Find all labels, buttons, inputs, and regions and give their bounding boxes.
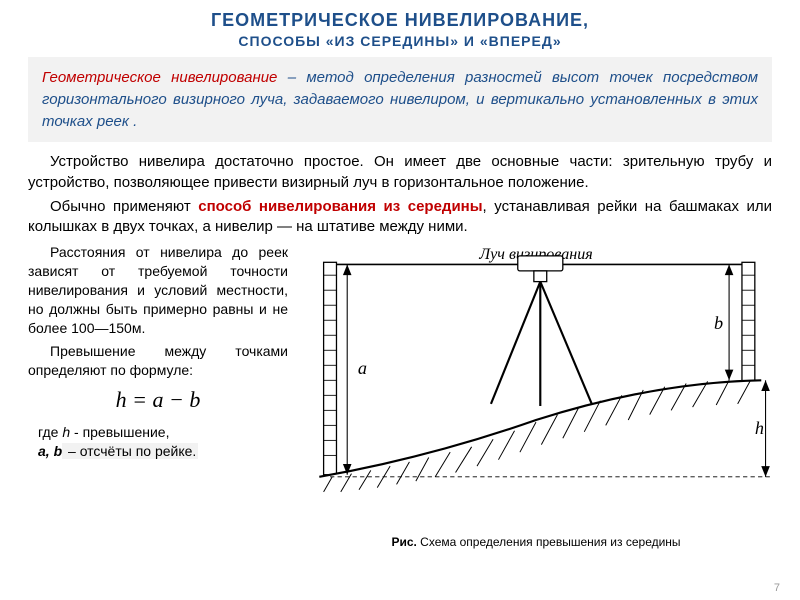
note1-b: - превышение, [70, 424, 169, 440]
intro-definition: Геометрическое нивелирование – метод опр… [28, 57, 772, 142]
caption-text: Схема определения превышения из середины [417, 535, 681, 549]
leveling-diagram: Луч визирования [300, 243, 772, 533]
label-a: a [358, 358, 367, 378]
page-number: 7 [774, 582, 780, 594]
note2-strike: – отсчёты по рейке. [62, 443, 198, 459]
figure-caption: Рис. Схема определения превышения из сер… [300, 535, 772, 549]
left-p1: Расстояния от нивелира до реек зависят о… [28, 243, 288, 337]
note2-i: a, b [38, 443, 62, 459]
page-title-sub: СПОСОБЫ «ИЗ СЕРЕДИНЫ» И «ВПЕРЕД» [28, 33, 772, 49]
body-p2-a: Обычно применяют [50, 198, 198, 215]
left-p2: Превышение между точками определяют по ф… [28, 342, 288, 380]
formula-note-1: где h - превышение, [38, 423, 288, 441]
formula-note-2: a, b – отсчёты по рейке. [38, 442, 288, 460]
label-b: b [714, 313, 723, 333]
body-p2: Обычно применяют способ нивелирования из… [28, 197, 772, 238]
page-title-main: ГЕОМЕТРИЧЕСКОЕ НИВЕЛИРОВАНИЕ, [28, 10, 772, 31]
label-h: h [755, 418, 764, 438]
note1-i: h [62, 424, 70, 440]
body-p1: Устройство нивелира достаточно простое. … [28, 152, 772, 193]
note1-a: где [38, 424, 62, 440]
caption-prefix: Рис. [391, 535, 416, 549]
intro-term: Геометрическое нивелирование [42, 69, 277, 86]
figure-column: Луч визирования [300, 243, 772, 549]
formula: h = a − b [28, 387, 288, 413]
body-p2-red: способ нивелирования из середины [198, 198, 482, 215]
left-column: Расстояния от нивелира до реек зависят о… [28, 243, 288, 549]
